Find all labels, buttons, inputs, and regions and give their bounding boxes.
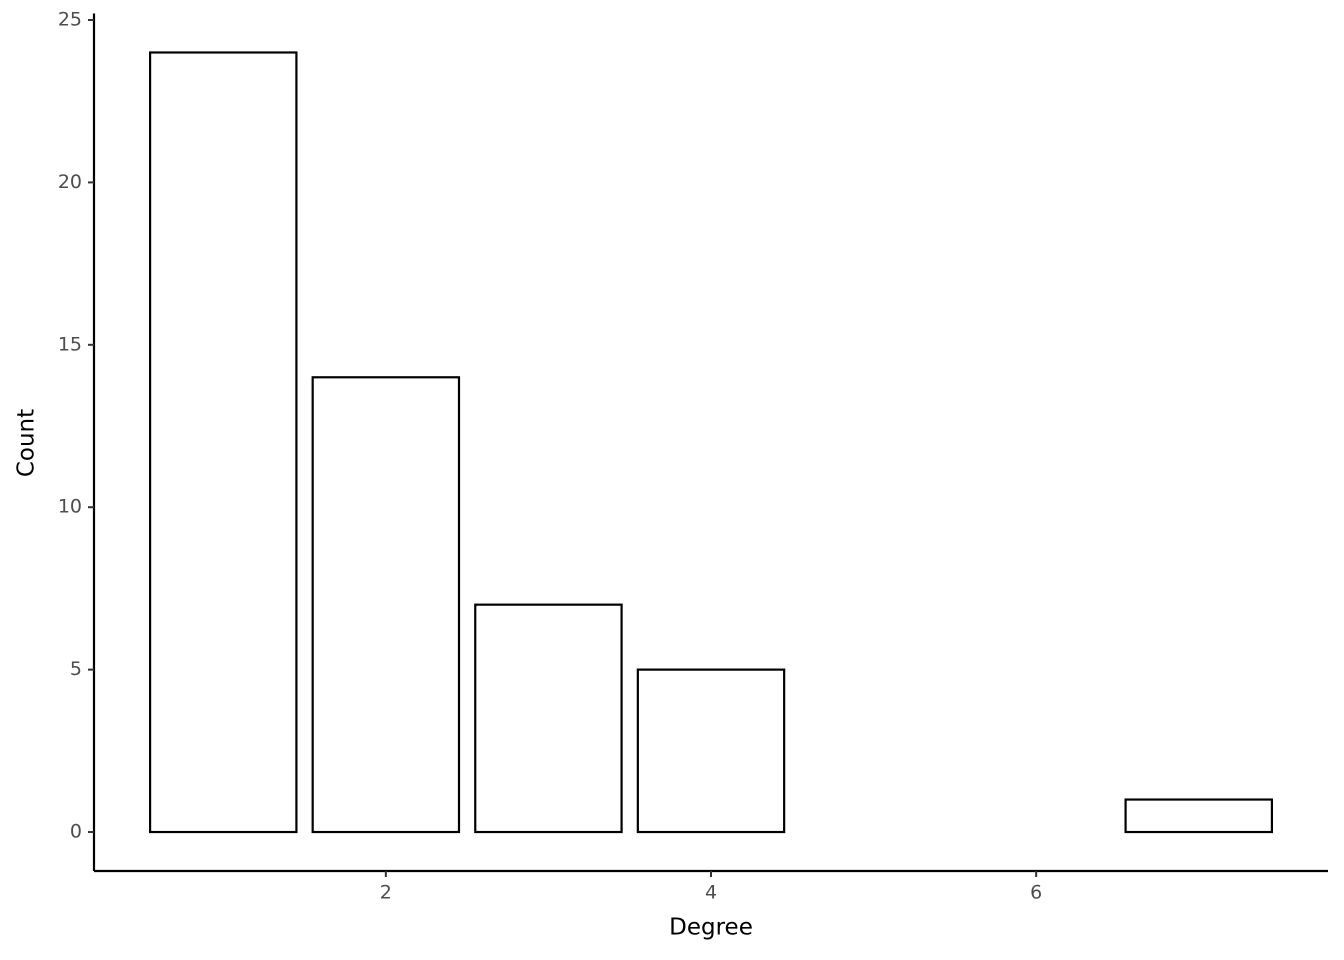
bar: [148, 51, 298, 834]
bar: [474, 603, 623, 834]
bar: [636, 668, 786, 834]
bar: [311, 376, 461, 834]
y-axis-title: Count: [14, 409, 40, 477]
x-tick-label: 6: [1030, 882, 1042, 904]
y-tick-label: 0: [70, 821, 82, 843]
y-tick-label: 5: [70, 658, 82, 680]
y-tick-label: 10: [58, 496, 82, 518]
x-tick-label: 2: [380, 882, 392, 904]
y-tick-label: 20: [58, 171, 82, 193]
x-tick-label: 4: [705, 882, 717, 904]
bar: [1124, 798, 1274, 834]
y-tick-label: 25: [58, 8, 82, 30]
y-tick-label: 15: [58, 333, 82, 355]
x-axis-title: Degree: [669, 915, 753, 941]
